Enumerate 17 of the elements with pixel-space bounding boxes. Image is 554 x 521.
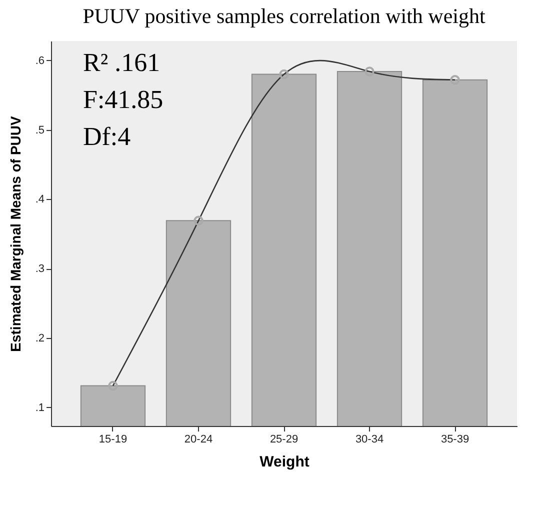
annotation: R² .161 [83, 48, 160, 77]
x-tick-label: 15-19 [98, 434, 128, 446]
y-tick-label: .3 [35, 263, 44, 276]
y-tick-label: .1 [35, 402, 44, 414]
y-tick-label: .4 [35, 194, 44, 206]
chart-title: PUUV positive samples correlation with weight [82, 4, 486, 28]
y-tick-label: .6 [35, 54, 44, 67]
x-axis-title: Weight [260, 454, 310, 470]
x-tick-label: 30-34 [355, 434, 384, 446]
y-axis-title: Estimated Marginal Means of PUUV [7, 115, 24, 352]
annotation: Df:4 [83, 122, 131, 151]
x-tick-label: 20-24 [184, 434, 213, 446]
y-tick-label: .5 [35, 124, 44, 136]
x-tick-label: 25-29 [270, 434, 298, 446]
annotation: F:41.85 [83, 85, 164, 114]
x-tick-label: 35-39 [440, 434, 470, 446]
y-tick-label: .2 [35, 332, 44, 344]
